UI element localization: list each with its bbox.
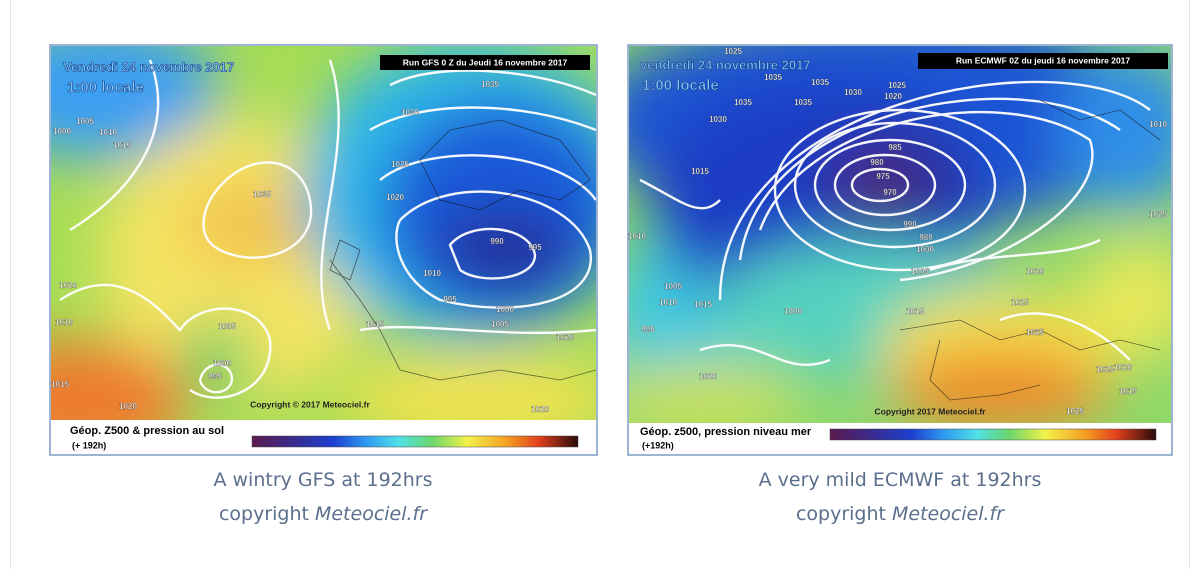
- watermark: Copyright © 2017 Meteociel.fr: [250, 399, 370, 409]
- isobar-label: 1035: [481, 80, 499, 89]
- lead-time: (+192h): [642, 440, 674, 450]
- gfs-field: [51, 46, 596, 420]
- isobar-label: 1015: [51, 380, 69, 389]
- copyright-source: Meteociel.fr: [891, 503, 1005, 525]
- isobar-label: 1025: [1149, 210, 1167, 219]
- lead-time: (+ 192h): [72, 440, 106, 450]
- copyright-prefix: copyright: [795, 503, 886, 525]
- isobar-label: 1020: [1026, 267, 1044, 276]
- isobar-label: 995: [208, 372, 222, 381]
- isobar-label: 975: [876, 172, 890, 181]
- isobar-label: 995: [528, 243, 542, 252]
- caption-copyright: copyright Meteociel.fr: [640, 497, 1160, 531]
- isobar-label: 1005: [218, 322, 236, 331]
- watermark: Copyright 2017 Meteociel.fr: [874, 406, 986, 416]
- isobar-label: 1020: [59, 281, 77, 290]
- isobar-label: 1025: [1096, 365, 1114, 374]
- isobar-label: 1015: [906, 307, 924, 316]
- isobar-label: 1025: [888, 81, 906, 90]
- caption-title: A very mild ECMWF at 192hrs: [758, 469, 1042, 491]
- isobar-label: 980: [919, 233, 933, 242]
- caption: A wintry GFS at 192hrs copyright Meteocie…: [63, 463, 583, 531]
- isobar-label: 1035: [734, 98, 752, 107]
- isobar-label: 1020: [119, 402, 137, 411]
- isobar-label: 1005: [491, 320, 509, 329]
- isobar-label: 1020: [556, 333, 574, 342]
- isobar-label: 1025: [391, 160, 409, 169]
- isobar-label: 1030: [709, 115, 727, 124]
- isobar-label: 990: [490, 237, 504, 246]
- isobar-label: 1000: [496, 305, 514, 314]
- isobar-label: 1020: [699, 372, 717, 381]
- map-date: vendredi 24 novembre 2017: [640, 57, 811, 72]
- isobar-label: 990: [903, 220, 917, 229]
- isobar-label: 1010: [659, 298, 677, 307]
- color-scale: [829, 428, 1157, 441]
- isobar-label: 1000: [213, 359, 231, 368]
- map-labels: Run ECMWF 0Z du jeudi 16 novembre 2017 ve…: [628, 47, 1168, 450]
- ecmwf-field: [629, 46, 1171, 423]
- copyright-prefix: copyright: [218, 503, 309, 525]
- isobar-label: 1000: [53, 127, 71, 136]
- isobar-label: 985: [888, 143, 902, 152]
- isobar-label: 1000: [784, 307, 802, 316]
- legend-title: Géop. z500, pression niveau mer: [640, 426, 812, 438]
- isobar-label: 1015: [691, 167, 709, 176]
- isobar-label: 1035: [811, 78, 829, 87]
- isobar-label: 1035: [794, 98, 812, 107]
- color-scale: [251, 435, 579, 448]
- isobar-label: 970: [883, 188, 897, 197]
- map-time: 1:00 locale: [67, 79, 144, 96]
- isobar-label: 1010: [423, 269, 441, 278]
- caption-title: A wintry GFS at 192hrs: [213, 469, 433, 491]
- isobar-label: 1015: [1119, 387, 1137, 396]
- isobar-label: 995: [641, 325, 655, 334]
- isobar-label: 1035: [253, 190, 271, 199]
- isobar-label: 1010: [1149, 120, 1167, 129]
- page-edge: [10, 0, 11, 569]
- isobar-label: 1010: [99, 128, 117, 137]
- page-edge: [1189, 0, 1190, 569]
- run-label-box: [918, 53, 1168, 69]
- isobar-label: 995: [443, 295, 457, 304]
- map-time: 1:00 locale: [642, 77, 719, 94]
- isobar-label: 1005: [76, 117, 94, 126]
- isobar-label: 1000: [916, 245, 934, 254]
- map-labels: Run GFS 0 Z du Jeudi 16 novembre 2017 Ven…: [51, 55, 590, 450]
- isobar-label: 1020: [386, 193, 404, 202]
- isobar-label: 1015: [694, 300, 712, 309]
- map-date: Vendredi 24 novembre 2017: [63, 59, 234, 74]
- isobar-label: 1020: [531, 405, 549, 414]
- isobar-label: 1025: [724, 47, 742, 56]
- isobar-label: 1015: [366, 320, 384, 329]
- isobar-label: 1005: [911, 267, 929, 276]
- caption: A very mild ECMWF at 192hrs copyright Met…: [640, 463, 1160, 531]
- legend-title: Géop. Z500 & pression au sol: [70, 425, 224, 437]
- isobar-label: 1030: [844, 88, 862, 97]
- isobar-label: 1020: [884, 92, 902, 101]
- isobar-label: 1035: [764, 73, 782, 82]
- isobar-label: 1030: [401, 108, 419, 117]
- isobar-label: 1025: [1066, 407, 1084, 416]
- isobar-label: 1005: [664, 282, 682, 291]
- run-label: Run ECMWF 0Z du jeudi 16 novembre 2017: [956, 55, 1131, 65]
- run-label: Run GFS 0 Z du Jeudi 16 novembre 2017: [403, 57, 568, 67]
- isobar-label: 1025: [1011, 298, 1029, 307]
- caption-copyright: copyright Meteociel.fr: [63, 497, 583, 531]
- isobar-label: 1020: [1114, 363, 1132, 372]
- isobar-label: 1010: [55, 318, 73, 327]
- run-label-box: [380, 55, 590, 70]
- copyright-source: Meteociel.fr: [314, 503, 428, 525]
- isobar-label: 1010: [628, 232, 646, 241]
- isobar-label: 1015: [113, 141, 131, 150]
- isobar-label: 980: [870, 158, 884, 167]
- isobar-label: 1025: [1026, 328, 1044, 337]
